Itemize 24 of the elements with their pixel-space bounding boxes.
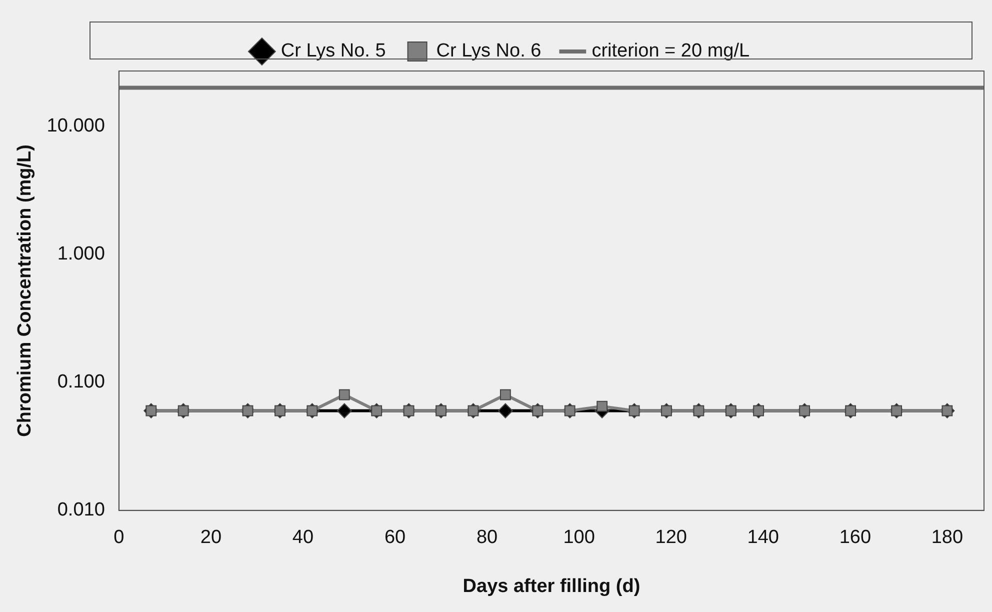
y-tick-label: 0.010: [57, 500, 105, 521]
point: [498, 403, 513, 418]
y-tick-label: 0.100: [57, 372, 105, 393]
legend-label: Cr Lys No. 6: [436, 40, 542, 62]
y-tick-label: 1.000: [57, 244, 105, 265]
x-tick-label: 160: [839, 527, 872, 548]
legend-label: Cr Lys No. 5: [280, 40, 386, 62]
x-tick-label: 80: [476, 527, 498, 548]
x-tick-label: 180: [931, 527, 964, 548]
point: [336, 403, 352, 418]
x-axis-title: Days after filling (d): [462, 576, 640, 597]
x-tick-label: 140: [747, 527, 779, 548]
x-tick-label: 20: [200, 527, 222, 548]
x-tick-label: 120: [655, 527, 687, 548]
point: [338, 389, 350, 400]
point: [596, 400, 608, 412]
y-tick-label: 10.000: [46, 115, 105, 136]
x-tick-label: 0: [114, 527, 124, 548]
x-tick-label: 40: [292, 527, 314, 548]
x-tick-label: 100: [563, 527, 595, 548]
x-tick-label: 60: [384, 527, 406, 548]
y-axis-title: Chromium Concentration (mg/L): [14, 144, 36, 437]
point: [500, 389, 511, 400]
legend-label: criterion = 20 mg/L: [592, 40, 750, 62]
